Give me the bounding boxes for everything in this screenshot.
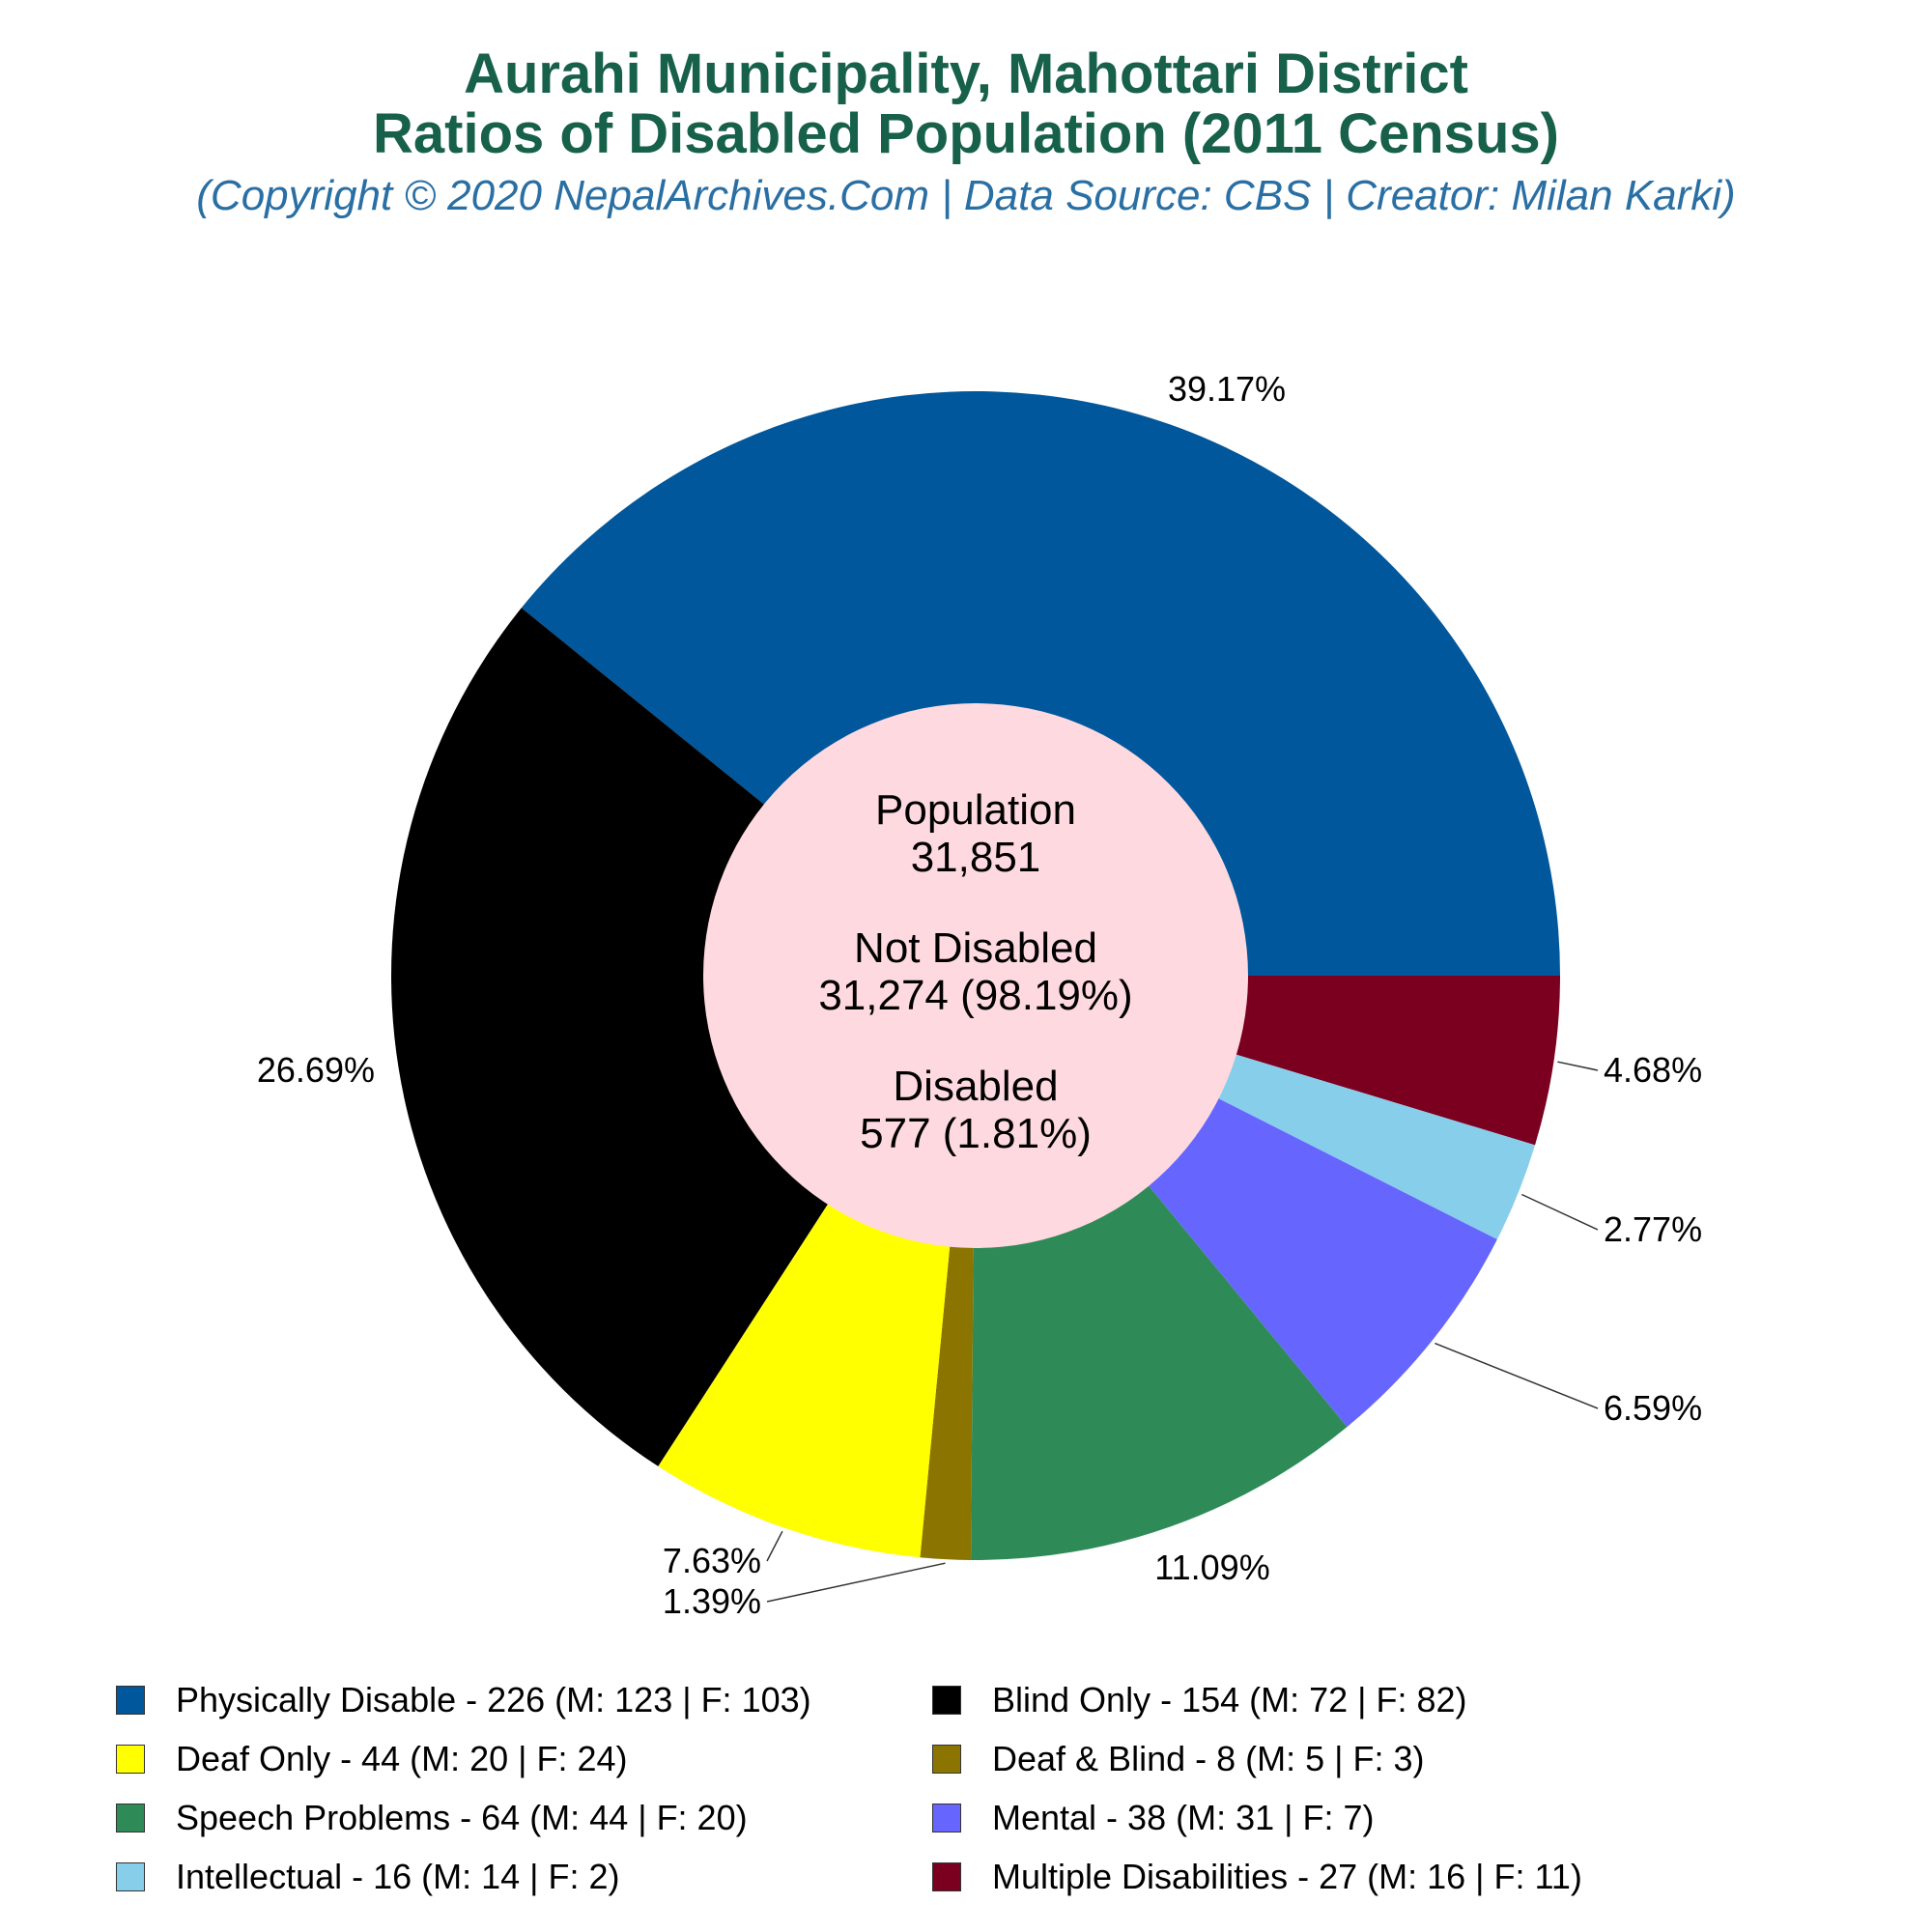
legend-swatch-multiple-disabilities: [932, 1862, 961, 1891]
center-disabled-value: 577 (1.81%): [860, 1110, 1092, 1157]
legend-item-intellectual: Intellectual - 16 (M: 14 | F: 2): [116, 1853, 620, 1901]
legend-label-mental: Mental - 38 (M: 31 | F: 7): [992, 1798, 1375, 1837]
center-population-label: Population: [875, 786, 1076, 834]
slice-label-deaf-only: 7.63%: [663, 1541, 761, 1580]
leader-line-group: [766, 1061, 1599, 1603]
legend-swatch-intellectual: [116, 1862, 145, 1891]
legend-item-blind-only: Blind Only - 154 (M: 72 | F: 82): [932, 1676, 1467, 1724]
legend-label-speech-problems: Speech Problems - 64 (M: 44 | F: 20): [176, 1798, 748, 1837]
legend-swatch-speech-problems: [116, 1804, 145, 1833]
chart-title-line1: Aurahi Municipality, Mahottari District: [464, 43, 1468, 105]
leader-line-mental: [1435, 1342, 1599, 1409]
legend-label-blind-only: Blind Only - 154 (M: 72 | F: 82): [992, 1680, 1467, 1719]
legend-item-physically-disable: Physically Disable - 226 (M: 123 | F: 10…: [116, 1676, 811, 1724]
leader-line-multiple-disabilities: [1557, 1061, 1599, 1071]
leader-line-intellectual: [1520, 1193, 1599, 1231]
chart-title-line2: Ratios of Disabled Population (2011 Cens…: [373, 102, 1559, 165]
slice-label-intellectual: 2.77%: [1604, 1209, 1702, 1249]
legend-label-multiple-disabilities: Multiple Disabilities - 27 (M: 16 | F: 1…: [992, 1857, 1582, 1896]
legend-label-deaf-only: Deaf Only - 44 (M: 20 | F: 24): [176, 1739, 628, 1778]
slice-blind-only: [390, 608, 976, 1466]
center-disabled-label: Disabled: [893, 1063, 1058, 1110]
legend-swatch-physically-disable: [116, 1686, 145, 1715]
slice-label-deaf-and-blind: 1.39%: [663, 1581, 761, 1621]
slice-label-group: 39.17% 4.68% 2.77% 6.59% 11.09% 1.39%7.63% 26.…: [257, 369, 1702, 1621]
slice-label-physically-disable: 39.17%: [1168, 369, 1286, 409]
legend-label-physically-disable: Physically Disable - 226 (M: 123 | F: 10…: [176, 1680, 811, 1719]
legend-item-mental: Mental - 38 (M: 31 | F: 7): [932, 1794, 1374, 1842]
donut-chart: 39.17% 4.68% 2.77% 6.59% 11.09% 1.39%7.63% 26.…: [257, 369, 1702, 1621]
leader-line-deaf-and-blind: [766, 1562, 946, 1603]
legend-swatch-mental: [932, 1804, 961, 1833]
slice-label-multiple-disabilities: 4.68%: [1604, 1050, 1702, 1090]
center-disc: [703, 703, 1248, 1248]
center-not-disabled-value: 31,274 (98.19%): [818, 972, 1132, 1019]
legend-item-speech-problems: Speech Problems - 64 (M: 44 | F: 20): [116, 1794, 748, 1842]
slice-group: [390, 390, 1560, 1560]
slice-label-blind-only: 26.69%: [257, 1050, 375, 1090]
leader-line-deaf-only: [766, 1530, 783, 1562]
legend-swatch-deaf-only: [116, 1745, 145, 1774]
center-not-disabled-label: Not Disabled: [854, 924, 1097, 972]
chart-subtitle: (Copyright © 2020 NepalArchives.Com | Da…: [196, 172, 1736, 219]
slice-label-mental: 6.59%: [1604, 1388, 1702, 1428]
center-population-value: 31,851: [911, 834, 1041, 881]
legend-item-deaf-and-blind: Deaf & Blind - 8 (M: 5 | F: 3): [932, 1735, 1425, 1783]
slice-physically-disable: [521, 390, 1560, 976]
legend-label-intellectual: Intellectual - 16 (M: 14 | F: 2): [176, 1857, 620, 1896]
legend-item-multiple-disabilities: Multiple Disabilities - 27 (M: 16 | F: 1…: [932, 1853, 1582, 1901]
legend-swatch-deaf-and-blind: [932, 1745, 961, 1774]
slice-label-speech-problems: 11.09%: [1154, 1548, 1269, 1587]
legend-item-deaf-only: Deaf Only - 44 (M: 20 | F: 24): [116, 1735, 628, 1783]
legend-label-deaf-and-blind: Deaf & Blind - 8 (M: 5 | F: 3): [992, 1739, 1425, 1778]
legend-swatch-blind-only: [932, 1686, 961, 1715]
